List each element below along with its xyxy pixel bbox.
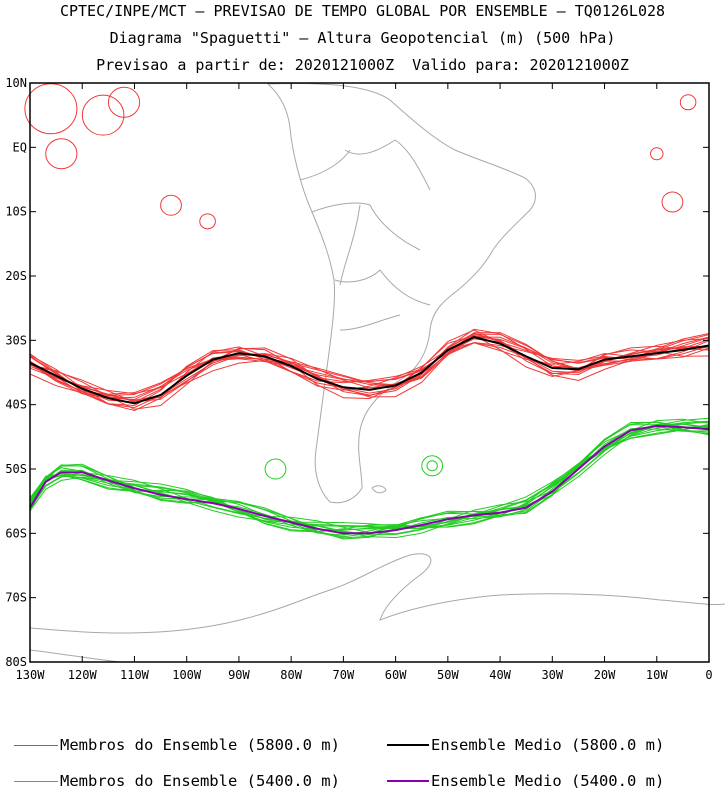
x-tick-label: 130W xyxy=(16,668,46,682)
ensemble-member-line xyxy=(29,423,710,533)
y-tick-label: EQ xyxy=(13,140,27,154)
y-tick-label: 60S xyxy=(5,526,27,540)
legend-label-mean-5800: Ensemble Medio (5800.0 m) xyxy=(431,736,665,754)
x-tick-label: 0 xyxy=(705,668,712,682)
member-closed-contour xyxy=(24,83,78,135)
y-tick-label: 40S xyxy=(5,398,27,412)
legend-swatch-members-5400 xyxy=(14,780,58,782)
y-tick-label: 80S xyxy=(5,655,27,669)
ensemble-member-line xyxy=(29,336,710,400)
coastline-map-layer xyxy=(29,83,725,663)
member-closed-contour xyxy=(426,460,438,472)
ensemble-member-line xyxy=(29,336,710,399)
axes-layer: 130W 120W 110W 100W 90W 80W 70W 60W 50W 40W 30W 20W… xyxy=(5,76,712,682)
legend-swatch-members-5800 xyxy=(14,744,58,746)
ensemble-member-line xyxy=(29,329,710,403)
ensemble-member-line xyxy=(29,332,710,402)
y-tick-label: 50S xyxy=(5,462,27,476)
x-tick-label: 50W xyxy=(437,668,459,682)
member-closed-contour xyxy=(679,94,697,111)
member-closed-contour xyxy=(661,191,684,213)
x-tick-label: 40W xyxy=(489,668,511,682)
ensemble-member-line xyxy=(29,333,710,403)
antarctica-coastline xyxy=(29,553,725,663)
legend-item-members-5400: Membros do Ensemble (5400.0 m) xyxy=(14,772,340,790)
legend-swatch-mean-5400 xyxy=(387,780,429,782)
member-closed-contour xyxy=(45,138,78,170)
x-tick-label: 80W xyxy=(280,668,302,682)
x-tick-label: 60W xyxy=(385,668,407,682)
ensemble-member-line xyxy=(29,424,710,538)
ensemble-member-line xyxy=(29,333,710,397)
x-tick-label: 70W xyxy=(333,668,355,682)
ensemble-mean-line xyxy=(29,336,710,405)
ensemble-member-line xyxy=(29,425,710,532)
ensemble-member-line xyxy=(29,418,710,535)
ensemble-member-line xyxy=(29,417,710,528)
ensemble-member-line xyxy=(29,421,710,535)
legend-item-members-5800: Membros do Ensemble (5800.0 m) xyxy=(14,736,340,754)
legend-item-mean-5400: Ensemble Medio (5400.0 m) xyxy=(387,772,664,790)
x-tick-label: 30W xyxy=(541,668,563,682)
member-closed-contour xyxy=(199,213,216,230)
chart-title-line-3: Previsao a partir de: 2020121000Z Valido… xyxy=(96,56,629,74)
ensemble-member-line xyxy=(29,420,710,528)
plot-frame xyxy=(29,82,710,663)
x-tick-label: 120W xyxy=(68,668,98,682)
x-tick-label: 100W xyxy=(172,668,202,682)
ensemble-members-layer xyxy=(24,83,710,540)
y-tick-label: 10N xyxy=(5,76,27,90)
member-closed-contour xyxy=(650,147,664,161)
x-tick-label: 10W xyxy=(646,668,668,682)
chart-title-line-1: CPTEC/INPE/MCT — PREVISAO DE TEMPO GLOBA… xyxy=(59,2,666,20)
legend-label-mean-5400: Ensemble Medio (5400.0 m) xyxy=(431,772,665,790)
south-america-coastline xyxy=(266,83,536,504)
legend-item-mean-5800: Ensemble Medio (5800.0 m) xyxy=(387,736,664,754)
legend-swatch-mean-5800 xyxy=(387,744,429,746)
y-tick-label: 20S xyxy=(5,269,27,283)
chart-title-line-2: Diagrama "Spaguetti" — Altura Geopotenci… xyxy=(109,29,616,47)
x-tick-label: 110W xyxy=(120,668,150,682)
member-closed-contour xyxy=(160,194,182,216)
legend-label-members-5400: Membros do Ensemble (5400.0 m) xyxy=(60,772,340,790)
ensemble-member-line xyxy=(29,334,710,410)
x-tick-label: 90W xyxy=(228,668,250,682)
y-tick-label: 10S xyxy=(5,205,27,219)
member-closed-contour xyxy=(107,86,141,118)
y-tick-label: 30S xyxy=(5,333,27,347)
falklands-coastline xyxy=(371,485,387,494)
member-closed-contour xyxy=(421,455,444,477)
country-borders xyxy=(299,139,431,331)
member-closed-contour xyxy=(264,458,287,480)
ensemble-means-layer xyxy=(29,336,710,535)
ensemble-member-line xyxy=(29,342,710,412)
ensemble-member-line xyxy=(29,421,710,540)
ensemble-member-line xyxy=(29,426,710,539)
member-closed-contour xyxy=(81,94,125,136)
ensemble-mean-line xyxy=(29,424,710,535)
y-tick-label: 70S xyxy=(5,591,27,605)
legend-label-members-5800: Membros do Ensemble (5800.0 m) xyxy=(60,736,340,754)
x-tick-label: 20W xyxy=(594,668,616,682)
